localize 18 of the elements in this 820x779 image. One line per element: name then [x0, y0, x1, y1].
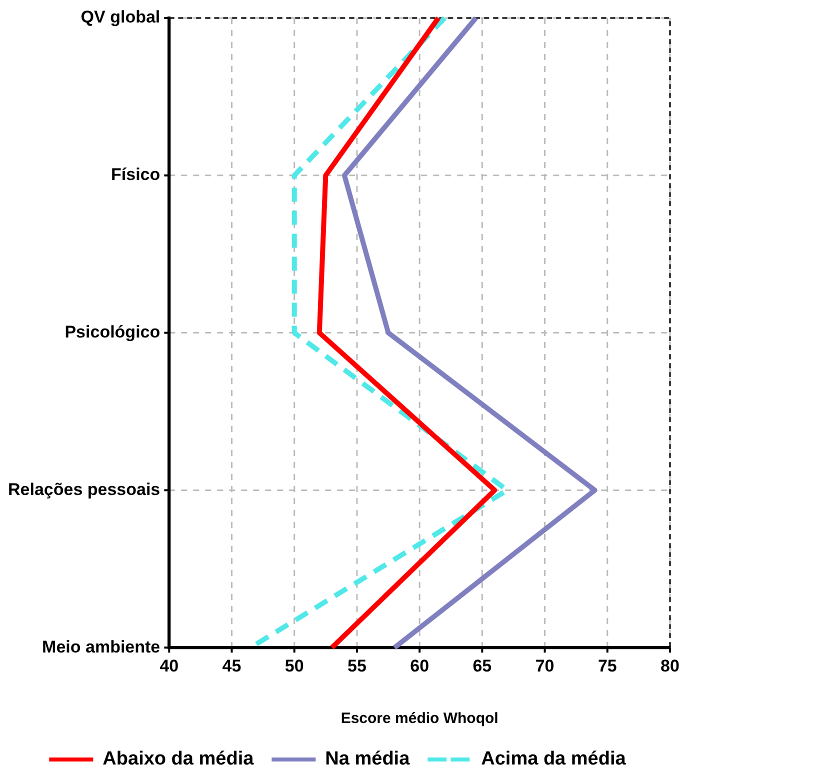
x-tick-label: 50 [284, 656, 304, 676]
legend-label: Abaixo da média [102, 748, 254, 770]
x-tick-label: 75 [598, 656, 617, 676]
y-tick-label: Psicológico [64, 322, 160, 342]
x-tick-label: 65 [472, 656, 492, 676]
legend-label: Acima da média [481, 748, 626, 770]
x-tick-label: 40 [160, 656, 179, 676]
x-tick-label: 60 [410, 656, 430, 676]
x-tick-label: 55 [348, 656, 366, 676]
legend-label: Na média [325, 748, 410, 770]
y-tick-label: Relações pessoais [8, 480, 160, 499]
x-tick-label: 80 [660, 656, 680, 676]
x-tick-label: 45 [222, 656, 242, 676]
y-tick-label: Meio ambiente [42, 637, 160, 656]
x-tick-label: 70 [535, 656, 554, 676]
y-tick-label: Físico [111, 165, 160, 184]
x-axis-title: Escore médio Whoqol [340, 710, 498, 728]
y-tick-label: QV global [80, 8, 160, 27]
